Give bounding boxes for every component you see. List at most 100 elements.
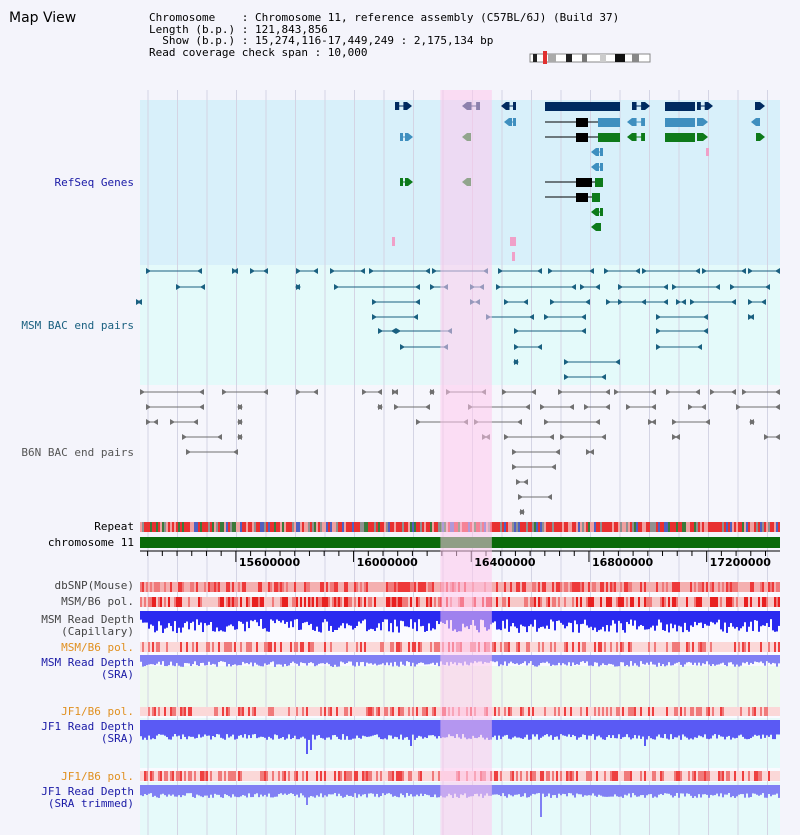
polymorphism-bin <box>394 582 396 592</box>
read-depth-bin <box>496 785 498 795</box>
polymorphism-bin <box>190 707 192 716</box>
read-depth-bin <box>422 785 424 797</box>
repeat-track[interactable] <box>140 522 780 532</box>
bac-end <box>237 419 242 425</box>
read-depth-bin <box>602 785 604 797</box>
read-depth-bin <box>636 611 638 630</box>
polymorphism-bin <box>334 597 336 607</box>
read-depth-bin <box>214 720 216 738</box>
repeat-feature <box>544 522 546 532</box>
polymorphism-bin <box>620 597 622 607</box>
chromosome-ideogram[interactable] <box>529 51 651 64</box>
polymorphism-bin <box>770 642 772 652</box>
polymorphism-bin <box>762 642 764 652</box>
read-depth-bin <box>308 611 310 626</box>
read-depth-bin <box>646 655 648 663</box>
polymorphism-bin <box>294 582 296 592</box>
polymorphism-bin <box>612 597 614 607</box>
read-depth-bin <box>302 611 304 624</box>
read-depth-bin <box>664 785 666 794</box>
read-depth-bin <box>498 655 500 667</box>
polymorphism-bin <box>156 582 158 592</box>
polymorphism-bin <box>370 597 372 607</box>
polymorphism-bin <box>400 597 402 607</box>
polymorphism-bin <box>546 707 548 716</box>
polymorphism-bin <box>718 597 720 607</box>
polymorphism-bin <box>242 642 244 652</box>
polymorphism-bin <box>300 642 302 652</box>
polymorphism-bin <box>198 771 200 781</box>
polymorphism-bin <box>672 582 674 592</box>
polymorphism-bin <box>728 771 730 781</box>
gene-exon <box>700 133 703 141</box>
repeat-feature <box>598 522 600 532</box>
repeat-feature <box>158 522 160 532</box>
polymorphism-bin <box>432 582 434 592</box>
read-depth-tracks[interactable] <box>140 611 780 817</box>
polymorphism-bin <box>156 597 158 607</box>
polymorphism-bin <box>304 597 306 607</box>
polymorphism-bin <box>210 642 212 652</box>
polymorphism-bin <box>346 707 348 716</box>
read-depth-bin <box>212 655 214 664</box>
refseq-genes-track[interactable] <box>392 102 765 261</box>
read-depth-bin <box>524 785 526 794</box>
polymorphism-bin <box>634 642 636 652</box>
read-depth-bin <box>604 720 606 740</box>
read-depth-bin <box>774 611 776 632</box>
polymorphism-bin <box>650 582 652 592</box>
polymorphism-bin <box>656 582 658 592</box>
repeat-feature <box>622 522 624 532</box>
polymorphism-bin <box>406 597 408 607</box>
read-depth-bin <box>538 655 540 666</box>
read-depth-bin <box>422 720 424 739</box>
polymorphism-bin <box>364 707 366 716</box>
read-depth-bin <box>714 611 716 625</box>
read-depth-bin <box>762 785 764 794</box>
read-depth-bin <box>638 720 640 736</box>
msm-bac-track[interactable] <box>136 268 780 380</box>
polymorphism-bin <box>612 707 614 716</box>
polymorphism-bin <box>602 597 604 607</box>
polymorphism-bin <box>372 642 374 652</box>
bac-end <box>656 328 661 334</box>
polymorphism-bin <box>586 771 588 781</box>
read-depth-bin <box>654 785 656 797</box>
polymorphism-bin <box>382 582 384 592</box>
polymorphism-bin <box>168 771 170 781</box>
read-depth-bin <box>222 655 224 662</box>
bac-end <box>137 299 142 305</box>
read-depth-bin <box>342 611 344 624</box>
polymorphism-bin <box>426 707 428 716</box>
polymorphism-bin <box>514 597 516 607</box>
read-depth-bin <box>604 785 606 797</box>
polymorphism-bin <box>604 771 606 781</box>
read-depth-bin <box>666 655 668 666</box>
read-depth-bin <box>184 785 186 796</box>
read-depth-bin <box>296 785 298 795</box>
read-depth-bin <box>244 785 246 796</box>
repeat-feature <box>182 522 184 532</box>
read-depth-bin <box>704 611 706 624</box>
read-depth-bin <box>750 720 752 739</box>
polymorphism-bin <box>496 642 498 652</box>
read-depth-bin <box>746 611 748 632</box>
read-depth-bin <box>494 785 496 795</box>
bac-end <box>614 389 619 395</box>
polymorphism-bin <box>660 582 662 592</box>
read-depth-bin <box>178 655 180 666</box>
polymorphism-bin <box>722 597 724 607</box>
polymorphism-bin <box>226 642 228 652</box>
polymorphism-bin <box>202 642 204 652</box>
read-depth-bin <box>764 720 766 738</box>
polymorphism-bin <box>276 582 278 592</box>
read-depth-bin <box>686 655 688 663</box>
polymorphism-bin <box>258 597 260 607</box>
read-depth-bin <box>682 655 684 667</box>
read-depth-bin <box>700 720 702 737</box>
polymorphism-bin <box>714 597 716 607</box>
polymorphism-bin <box>274 642 276 652</box>
read-depth-bin <box>244 655 246 664</box>
bac-end <box>513 359 518 365</box>
